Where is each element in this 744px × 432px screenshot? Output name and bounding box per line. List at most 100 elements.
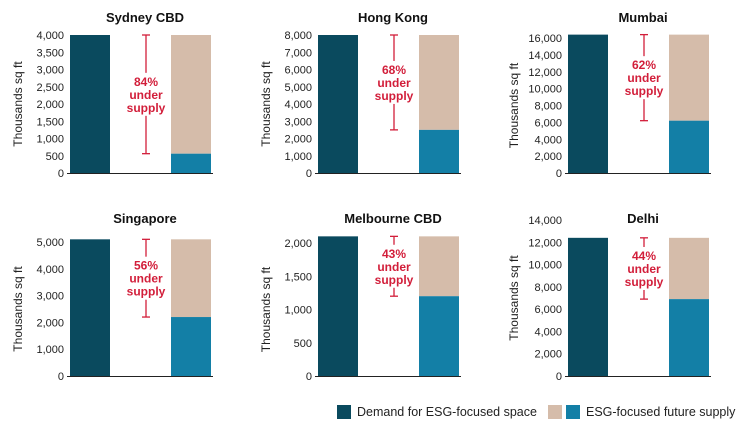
chart-4-tick-label: 500	[294, 338, 312, 350]
chart-5-annotation-line: supply	[625, 275, 664, 289]
legend-swatch-shortfall	[548, 405, 562, 419]
chart-0-bar-shortfall	[171, 35, 211, 154]
chart-5-tick-label: 14,000	[528, 215, 562, 227]
chart-1-tick-label: 0	[306, 168, 312, 180]
chart-4-tick-label: 2,000	[284, 238, 312, 250]
legend-label-demand: Demand for ESG-focused space	[357, 405, 537, 419]
chart-2-tick-label: 12,000	[528, 67, 562, 79]
chart-2-ylabel: Thousands sq ft	[507, 62, 521, 148]
chart-1-tick-label: 6,000	[284, 65, 312, 77]
chart-4-title: Melbourne CBD	[344, 211, 442, 226]
chart-2-tick-label: 14,000	[528, 50, 562, 62]
chart-5-tick-label: 2,000	[534, 349, 562, 361]
chart-5-annotation-line: 44%	[632, 249, 656, 263]
chart-3-ylabel: Thousands sq ft	[11, 266, 25, 352]
chart-5-title: Delhi	[627, 211, 659, 226]
legend-item-demand: Demand for ESG-focused space	[337, 405, 537, 419]
legend-label-supply: ESG-focused future supply	[586, 405, 736, 419]
chart-4-annotation-line: 43%	[382, 247, 406, 261]
chart-3-tick-label: 5,000	[36, 237, 64, 249]
chart-2-tick-label: 6,000	[534, 117, 562, 129]
chart-2-tick-label: 16,000	[528, 33, 562, 45]
chart-1-annotation-line: under	[377, 76, 411, 90]
legend: Demand for ESG-focused space ESG-focused…	[0, 405, 744, 425]
chart-2-tick-label: 0	[556, 168, 562, 180]
chart-5-tick-label: 10,000	[528, 260, 562, 272]
chart-4-bar-supply	[419, 296, 459, 376]
chart-2-tick-label: 2,000	[534, 151, 562, 163]
chart-0-tick-label: 1,500	[36, 116, 64, 128]
chart-3-tick-label: 3,000	[36, 291, 64, 303]
chart-3-annotation-line: supply	[127, 285, 166, 299]
chart-0-tick-label: 2,000	[36, 99, 64, 111]
chart-1-tick-label: 1,000	[284, 151, 312, 163]
chart-0-tick-label: 3,500	[36, 47, 64, 59]
chart-3-bar-demand	[70, 239, 110, 376]
chart-5-tick-label: 12,000	[528, 237, 562, 249]
chart-1-tick-label: 2,000	[284, 134, 312, 146]
chart-3-annotation-line: under	[129, 272, 163, 286]
chart-1-annotation-line: supply	[375, 89, 414, 103]
chart-5-annotation-line: under	[627, 262, 661, 276]
chart-5-tick-label: 0	[556, 371, 562, 383]
chart-1-annotation-line: 68%	[382, 63, 406, 77]
chart-2-bar-demand	[568, 34, 608, 173]
chart-2-bar-shortfall	[669, 34, 709, 121]
legend-item-supply: ESG-focused future supply	[548, 405, 735, 419]
chart-4-tick-label: 0	[306, 371, 312, 383]
chart-0-tick-label: 3,000	[36, 65, 64, 77]
legend-swatch-demand	[337, 405, 351, 419]
chart-0-annotation-line: supply	[127, 101, 166, 115]
chart-0-annotation-line: under	[129, 88, 163, 102]
chart-0-bar-demand	[70, 35, 110, 173]
chart-1-tick-label: 5,000	[284, 82, 312, 94]
chart-2-annotation-line: under	[627, 71, 661, 85]
chart-0-title: Sydney CBD	[106, 10, 184, 25]
chart-4-bar-demand	[318, 236, 358, 376]
chart-5-bar-demand	[568, 237, 608, 376]
chart-3-bar-supply	[171, 317, 211, 376]
chart-2-tick-label: 8,000	[534, 101, 562, 113]
chart-3-tick-label: 4,000	[36, 264, 64, 276]
chart-3-tick-label: 2,000	[36, 317, 64, 329]
chart-4-tick-label: 1,000	[284, 305, 312, 317]
chart-1-ylabel: Thousands sq ft	[259, 61, 273, 147]
chart-4-tick-label: 1,500	[284, 271, 312, 283]
chart-0-tick-label: 2,500	[36, 82, 64, 94]
chart-0-tick-label: 4,000	[36, 30, 64, 42]
chart-1-tick-label: 8,000	[284, 30, 312, 42]
chart-2-title: Mumbai	[618, 10, 667, 25]
chart-3-tick-label: 1,000	[36, 344, 64, 356]
chart-3-title: Singapore	[113, 211, 177, 226]
chart-0-tick-label: 500	[46, 151, 64, 163]
chart-0-tick-label: 0	[58, 168, 64, 180]
chart-1-bar-demand	[318, 35, 358, 173]
chart-4-annotation-line: supply	[375, 273, 414, 287]
chart-3-annotation-line: 56%	[134, 259, 158, 273]
chart-2-annotation-line: supply	[625, 84, 664, 98]
chart-1-tick-label: 7,000	[284, 47, 312, 59]
chart-1-tick-label: 4,000	[284, 99, 312, 111]
chart-3-bar-shortfall	[171, 239, 211, 318]
chart-2-tick-label: 10,000	[528, 84, 562, 96]
chart-5-tick-label: 8,000	[534, 282, 562, 294]
chart-4-annotation-line: under	[377, 260, 411, 274]
chart-0-bar-supply	[171, 153, 211, 173]
chart-2-bar-supply	[669, 120, 709, 173]
chart-1-bar-shortfall	[419, 35, 459, 130]
chart-2-tick-label: 4,000	[534, 134, 562, 146]
chart-0-tick-label: 1,000	[36, 134, 64, 146]
chart-0-annotation-line: 84%	[134, 75, 158, 89]
chart-1-bar-supply	[419, 129, 459, 173]
chart-3-tick-label: 0	[58, 371, 64, 383]
chart-1-title: Hong Kong	[358, 10, 428, 25]
chart-1-tick-label: 3,000	[284, 116, 312, 128]
chart-5-bar-shortfall	[669, 237, 709, 300]
chart-0-ylabel: Thousands sq ft	[11, 61, 25, 147]
chart-5-ylabel: Thousands sq ft	[507, 255, 521, 341]
chart-4-ylabel: Thousands sq ft	[259, 266, 273, 352]
chart-4-bar-shortfall	[419, 236, 459, 297]
chart-2-annotation-line: 62%	[632, 58, 656, 72]
legend-swatch-supply	[566, 405, 580, 419]
